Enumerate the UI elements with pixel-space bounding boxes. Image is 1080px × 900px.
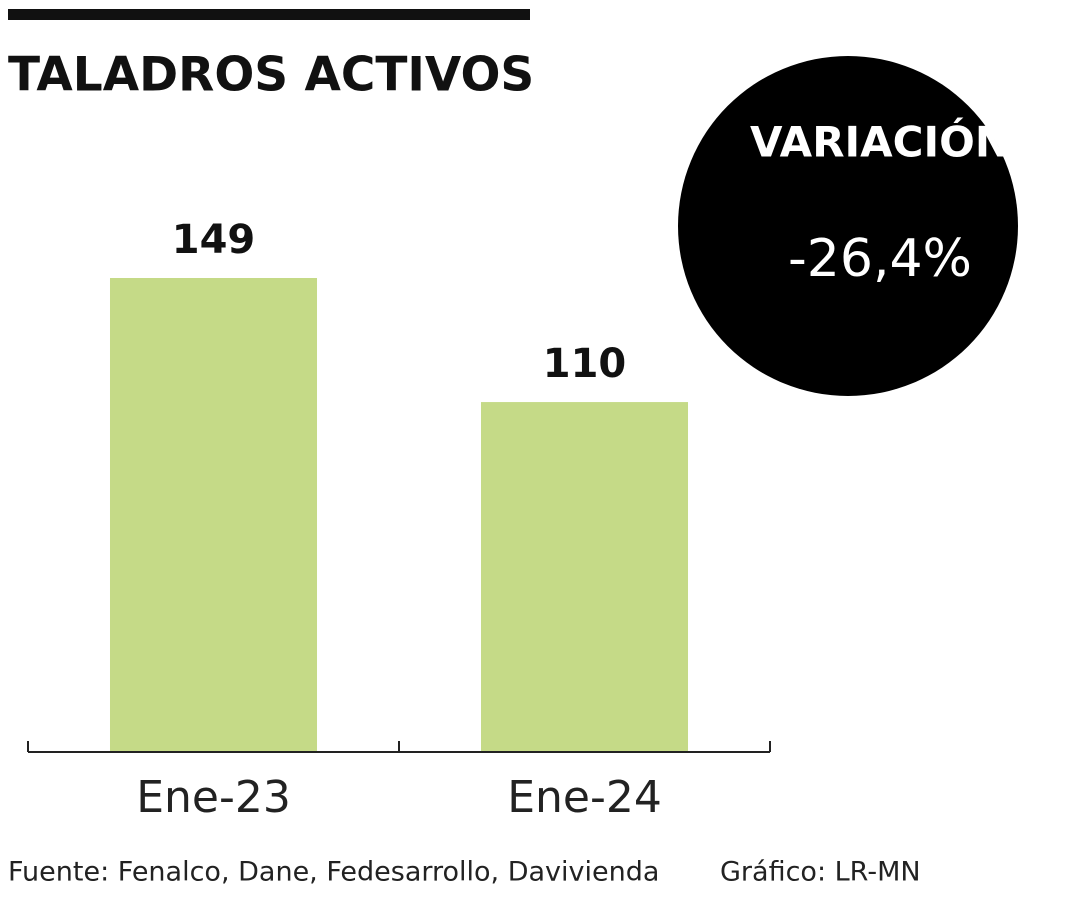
- source: Fuente: Fenalco, Dane, Fedesarrollo, Dav…: [8, 857, 659, 888]
- x-tick-label: Ene-24: [507, 772, 662, 823]
- variation-value: -26,4%: [788, 229, 972, 289]
- bar: [109, 278, 318, 752]
- credit: Gráfico: LR-MN: [720, 857, 921, 888]
- x-tick-label: Ene-23: [136, 772, 291, 823]
- variation-circle: [678, 56, 1018, 396]
- variation-label: VARIACIÓN: [750, 117, 1010, 167]
- value-label: 110: [543, 341, 627, 387]
- bar: [480, 402, 689, 752]
- chart-title: TALADROS ACTIVOS: [8, 48, 534, 103]
- value-label: 149: [172, 217, 256, 263]
- title-rule: [8, 9, 530, 20]
